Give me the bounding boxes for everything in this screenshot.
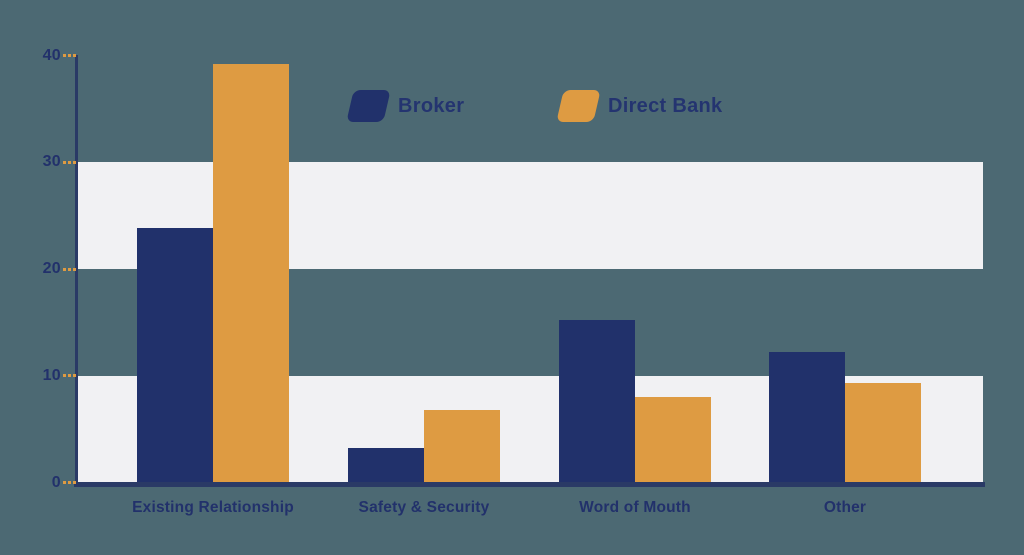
y-tick-label: 30 <box>42 153 61 171</box>
y-tick-mark-icon <box>62 374 76 378</box>
x-axis-line <box>74 482 985 487</box>
bar-broker <box>559 320 635 483</box>
y-tick-mark-icon <box>62 481 76 484</box>
legend-label-broker: Broker <box>398 94 465 117</box>
bar-direct-bank <box>845 383 921 483</box>
bar-broker <box>137 228 213 483</box>
y-tick-mark-icon <box>62 160 76 164</box>
x-category-label: Safety & Security <box>358 499 490 516</box>
y-tick-mark-icon <box>62 267 76 271</box>
legend-item-broker: Broker <box>346 90 465 122</box>
bar-broker <box>348 448 424 483</box>
x-category-label: Word of Mouth <box>579 499 691 516</box>
legend-item-direct-bank: Direct Bank <box>556 90 723 122</box>
x-category-label: Existing Relationship <box>132 499 294 516</box>
broker-swatch-icon <box>346 90 391 122</box>
bar-direct-bank <box>635 397 711 483</box>
y-tick-mark-icon <box>62 54 76 57</box>
y-tick-label: 20 <box>42 260 61 277</box>
direct-bank-swatch-icon <box>556 90 601 122</box>
bar-direct-bank <box>424 409 500 483</box>
bar-broker <box>769 352 845 483</box>
y-tick-label: 40 <box>42 46 61 64</box>
y-tick-label: 10 <box>42 366 61 384</box>
y-axis-line <box>75 54 78 486</box>
bar-direct-bank <box>213 64 289 483</box>
x-category-label: Other <box>823 499 867 516</box>
legend-label-direct-bank: Direct Bank <box>608 94 723 117</box>
y-tick-label: 0 <box>51 473 61 491</box>
